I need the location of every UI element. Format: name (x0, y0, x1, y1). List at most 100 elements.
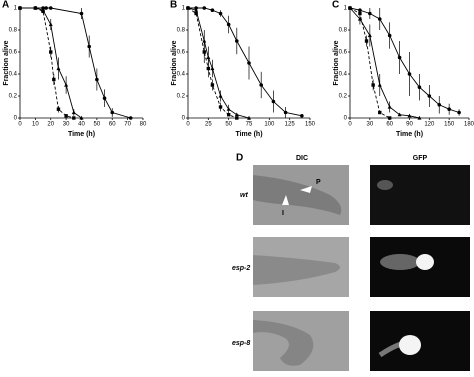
x-tick-label: 30 (63, 122, 70, 128)
x-tick-label: 100 (264, 122, 275, 128)
y-tick-label: 0 (182, 116, 186, 122)
marker (110, 110, 115, 115)
x-tick-label: 125 (285, 122, 296, 128)
y-axis-label: Fraction alive (171, 40, 178, 85)
row-label: wt (240, 192, 248, 199)
x-tick-label: 80 (140, 122, 147, 128)
marker (234, 112, 239, 117)
marker (226, 107, 231, 111)
marker (206, 55, 211, 60)
marker (79, 115, 84, 120)
dic-images (253, 165, 349, 371)
x-tick-label: 50 (94, 122, 101, 128)
marker (49, 50, 53, 54)
marker (235, 39, 239, 43)
marker (407, 113, 412, 118)
y-tick-label: 1 (344, 6, 348, 12)
marker (300, 114, 304, 118)
y-tick-label: 0.2 (339, 94, 348, 100)
marker (95, 77, 99, 82)
y-tick-label: 0.2 (177, 94, 186, 100)
marker (247, 115, 251, 120)
marker (71, 110, 76, 115)
panel-letter: A (2, 0, 9, 11)
x-tick-label: 30 (366, 122, 373, 128)
column-label: DIC (296, 155, 308, 162)
marker (226, 22, 231, 27)
marker (33, 6, 38, 10)
x-tick-label: 60 (386, 122, 393, 128)
marker (48, 6, 53, 10)
y-tick-label: 1 (14, 6, 18, 12)
marker (186, 6, 190, 10)
marker (457, 110, 461, 115)
marker (202, 6, 207, 10)
x-tick-label: 120 (424, 122, 435, 128)
x-axis-label: Time (h) (235, 131, 262, 138)
marker (247, 61, 251, 65)
marker (56, 66, 61, 71)
x-tick-label: 25 (205, 122, 212, 128)
x-tick-label: 0 (186, 122, 190, 128)
marker (427, 94, 432, 98)
x-tick-label: 0 (348, 122, 352, 128)
marker (72, 116, 76, 120)
marker (377, 17, 382, 21)
marker (64, 82, 69, 87)
marker (87, 44, 91, 49)
marker (218, 105, 223, 109)
y-axis-label: Fraction alive (3, 40, 10, 85)
x-tick-label: 90 (406, 122, 413, 128)
x-tick-label: 150 (305, 122, 316, 128)
y-tick-label: 1 (182, 6, 186, 12)
marker (283, 110, 288, 115)
y-tick-label: 0.6 (9, 50, 18, 56)
marker (437, 103, 442, 107)
marker (218, 11, 223, 16)
x-tick-label: 60 (109, 122, 116, 128)
x-tick-label: 180 (464, 122, 474, 128)
row-label: esp-2 (232, 265, 250, 272)
marker (348, 6, 352, 10)
y-tick-label: 0.8 (9, 28, 18, 34)
marker (202, 50, 206, 54)
gfp-images (370, 165, 470, 371)
marker (194, 8, 199, 12)
x-tick-label: 40 (78, 122, 85, 128)
marker (202, 38, 207, 43)
marker (357, 16, 362, 21)
marker (52, 77, 56, 82)
marker (41, 6, 45, 10)
marker (387, 116, 392, 120)
x-tick-label: 70 (124, 122, 131, 128)
marker (407, 72, 412, 76)
marker (128, 116, 133, 120)
marker (18, 6, 22, 10)
marker (358, 8, 362, 12)
annotation: P (316, 179, 321, 186)
marker (226, 113, 231, 117)
column-label: GFP (413, 155, 428, 162)
y-tick-label: 0.8 (177, 28, 186, 34)
panel-letter: D (236, 153, 243, 164)
marker (367, 33, 372, 38)
y-tick-label: 0 (344, 116, 348, 122)
x-tick-label: 75 (246, 122, 253, 128)
marker (447, 107, 451, 111)
marker (44, 6, 48, 10)
y-tick-label: 0.8 (339, 28, 348, 34)
panel-letter: C (332, 0, 339, 11)
x-tick-label: 150 (444, 122, 455, 128)
x-tick-label: 50 (225, 122, 232, 128)
marker (397, 55, 402, 60)
panel-letter: B (170, 0, 177, 11)
marker (41, 9, 45, 13)
y-tick-label: 0.4 (177, 72, 186, 78)
marker (218, 93, 223, 98)
series-line (20, 7, 131, 119)
series-line (349, 7, 390, 119)
x-tick-label: 10 (32, 122, 39, 128)
series-line (188, 7, 302, 117)
y-tick-label: 0.2 (9, 94, 18, 100)
marker (79, 11, 84, 16)
